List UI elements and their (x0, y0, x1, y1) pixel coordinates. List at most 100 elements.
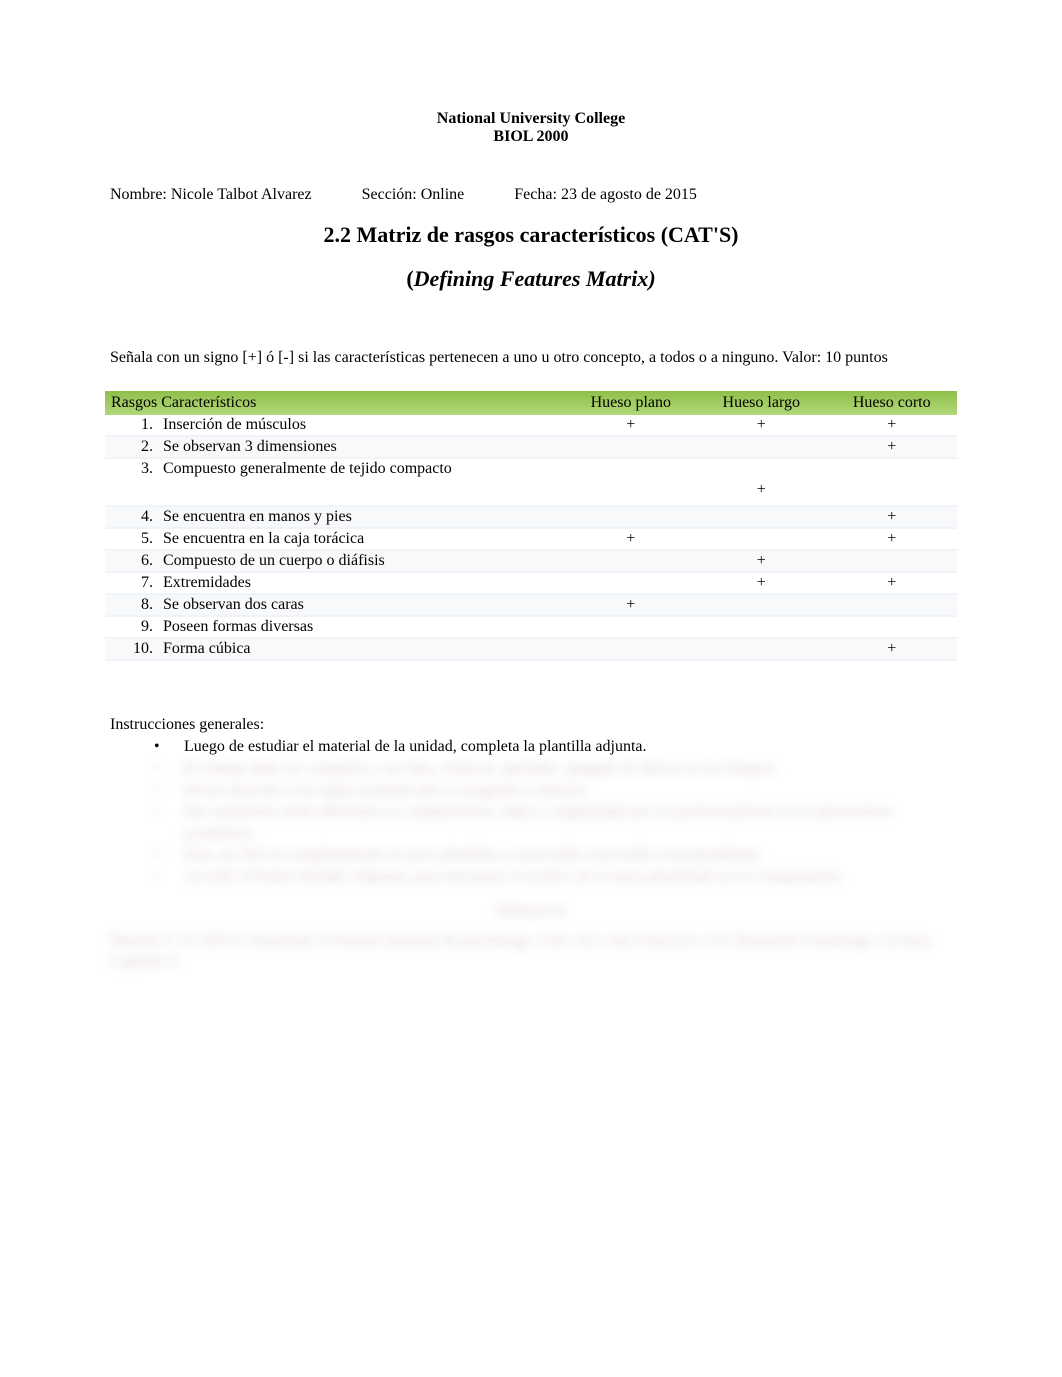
mark-plano: + (566, 594, 696, 616)
mark-corto (826, 550, 957, 572)
header-rasgos: Rasgos Característicos (105, 391, 566, 415)
rasgo-label: Inserción de músculos (163, 416, 562, 434)
rasgo-label: Compuesto generalmente de tejido compact… (163, 460, 562, 478)
rasgo-number: 7. (109, 574, 163, 592)
general-instructions-heading: Instrucciones generales: (110, 716, 952, 734)
rasgo-number: 10. (109, 640, 163, 658)
mark-largo: + (696, 458, 826, 506)
rasgo-label: Extremidades (163, 574, 562, 592)
mark-largo (696, 616, 826, 638)
table-row: 5.Se encuentra en la caja torácica++ (105, 528, 957, 550)
mark-plano (566, 572, 696, 594)
mark-corto: + (826, 572, 957, 594)
header-largo: Hueso largo (696, 391, 826, 415)
table-row: 10.Forma cúbica + (105, 638, 957, 660)
mark-largo (696, 506, 826, 528)
mark-plano: + (566, 415, 696, 436)
mark-plano (566, 506, 696, 528)
rasgo-label: Se encuentra en la caja torácica (163, 530, 562, 548)
rasgo-number: 6. (109, 552, 163, 570)
header-corto: Hueso corto (826, 391, 957, 415)
mark-largo (696, 528, 826, 550)
assignment-title: 2.2 Matriz de rasgos característicos (CA… (110, 222, 952, 248)
mark-corto (826, 616, 957, 638)
table-row: 3.Compuesto generalmente de tejido compa… (105, 458, 957, 506)
rasgo-number: 2. (109, 438, 163, 456)
mark-corto (826, 594, 957, 616)
table-row: 2.Se observan 3 dimensiones + (105, 436, 957, 458)
rasgo-number: 8. (109, 596, 163, 614)
rasgo-cell: 10.Forma cúbica (105, 638, 566, 660)
table-row: 8.Se observan dos caras+ (105, 594, 957, 616)
mark-largo: + (696, 415, 826, 436)
rasgo-label: Se encuentra en manos y pies (163, 508, 562, 526)
general-instructions: Instrucciones generales: Luego de estudi… (110, 716, 952, 972)
reference-body: Marieb, E. N. (2011). Essentials of huma… (110, 930, 952, 973)
mark-plano (566, 436, 696, 458)
mark-corto: + (826, 528, 957, 550)
rasgo-cell: 4.Se encuentra en manos y pies (105, 506, 566, 528)
mark-corto (826, 458, 957, 506)
mark-plano (566, 458, 696, 506)
table-row: 6.Compuesto de un cuerpo o diáfisis + (105, 550, 957, 572)
rasgo-cell: 3.Compuesto generalmente de tejido compa… (105, 458, 566, 506)
rasgo-label: Compuesto de un cuerpo o diáfisis (163, 552, 562, 570)
mark-plano (566, 550, 696, 572)
rasgo-label: Forma cúbica (163, 640, 562, 658)
rasgo-number: 4. (109, 508, 163, 526)
table-row: 9.Poseen formas diversas (105, 616, 957, 638)
mark-largo: + (696, 550, 826, 572)
section-value: Online (421, 186, 465, 203)
instruction-item-blurred: El trabajo debe ser completo y sin falta… (154, 758, 952, 780)
rasgo-label: Poseen formas diversas (163, 618, 562, 636)
course-code: BIOL 2000 (110, 128, 952, 146)
table-row: 1.Inserción de músculos+++ (105, 415, 957, 436)
rasgo-label: Se observan 3 dimensiones (163, 438, 562, 456)
rasgo-number: 1. (109, 416, 163, 434)
mark-plano: + (566, 528, 696, 550)
rasgo-cell: 2.Se observan 3 dimensiones (105, 436, 566, 458)
rasgo-number: 3. (109, 460, 163, 478)
mark-plano (566, 616, 696, 638)
reference-heading: Referencia (110, 902, 952, 920)
rasgo-label: Se observan dos caras (163, 596, 562, 614)
table-row: 4.Se encuentra en manos y pies + (105, 506, 957, 528)
rasgo-cell: 9.Poseen formas diversas (105, 616, 566, 638)
mark-largo: + (696, 572, 826, 594)
name-label: Nombre: (110, 186, 171, 203)
table-header-row: Rasgos Característicos Hueso plano Hueso… (105, 391, 957, 415)
student-info-row: Nombre: Nicole Talbot Alvarez Sección: O… (110, 186, 952, 204)
header-plano: Hueso plano (566, 391, 696, 415)
rasgo-cell: 7.Extremidades (105, 572, 566, 594)
instruction-item-blurred: Este, ser fiel en completamente la tarea… (154, 844, 952, 866)
section-label: Sección: (362, 186, 421, 203)
date-value: 23 de agosto de 2015 (561, 186, 697, 203)
subtitle-open: ( (406, 266, 413, 291)
rasgo-cell: 5.Se encuentra en la caja torácica (105, 528, 566, 550)
rasgo-cell: 8.Se observan dos caras (105, 594, 566, 616)
subtitle-italic: Defining Features Matrix) (414, 266, 656, 291)
name-value: Nicole Talbot Alvarez (171, 186, 312, 203)
mark-corto: + (826, 638, 957, 660)
instructions-top: Señala con un signo [+] ó [-] si las car… (110, 347, 952, 369)
rasgo-cell: 1.Inserción de músculos (105, 415, 566, 436)
instruction-item-visible: Luego de estudiar el material de la unid… (154, 736, 952, 758)
mark-corto: + (826, 436, 957, 458)
mark-corto: + (826, 506, 957, 528)
mark-largo (696, 638, 826, 660)
table-row: 7.Extremidades ++ (105, 572, 957, 594)
instruction-item-blurred: Preste atención a las reglas gramaticale… (154, 780, 952, 802)
mark-largo (696, 594, 826, 616)
assignment-subtitle: (Defining Features Matrix) (110, 266, 952, 292)
rasgo-number: 9. (109, 618, 163, 636)
instruction-item-blurred: Acceder al botón titulado Adjuntar, para… (154, 866, 952, 888)
rasgo-cell: 6.Compuesto de un cuerpo o diáfisis (105, 550, 566, 572)
institution-name: National University College (110, 110, 952, 128)
rasgo-number: 5. (109, 530, 163, 548)
mark-largo (696, 436, 826, 458)
mark-plano (566, 638, 696, 660)
features-matrix-table: Rasgos Característicos Hueso plano Hueso… (105, 391, 957, 661)
date-label: Fecha: (514, 186, 561, 203)
instruction-item-blurred: Sus respuestas serán diferentes en cumpl… (154, 801, 952, 844)
mark-corto: + (826, 415, 957, 436)
